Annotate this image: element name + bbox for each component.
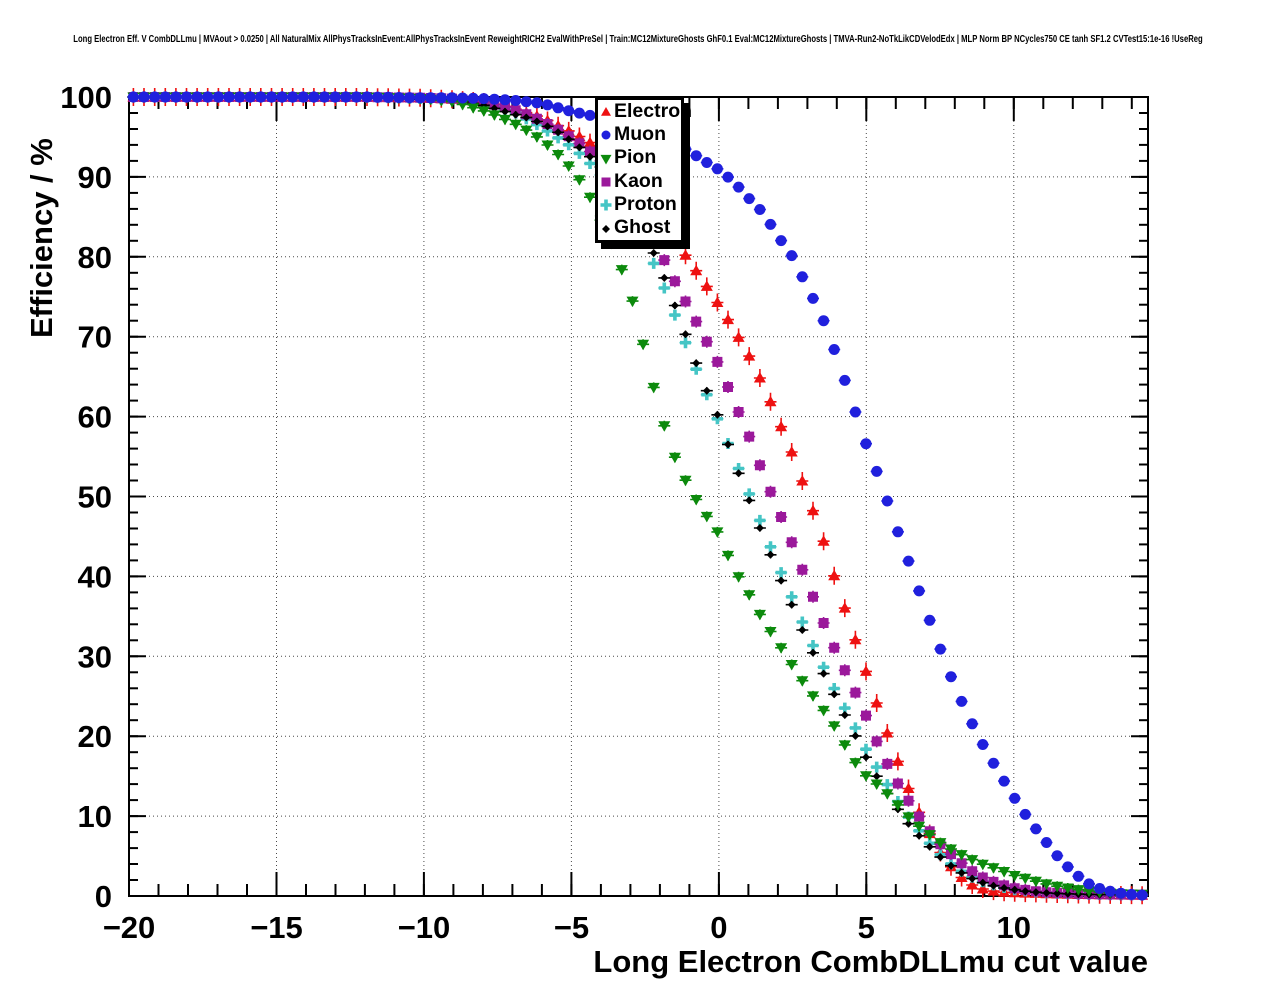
circle-icon [601, 130, 611, 140]
triangle-up-icon [601, 107, 611, 116]
x-tick-label: 10 [997, 910, 1031, 945]
legend-item-pion: Pion [598, 147, 681, 170]
page-title: Long Electron Eff. V CombDLLmu | MVAout … [73, 33, 1203, 45]
y-tick-label: 40 [78, 559, 112, 594]
legend-label: Muon [614, 123, 666, 146]
axis-ticks [128, 96, 1148, 897]
x-axis-title: Long Electron CombDLLmu cut value [593, 944, 1148, 979]
legend-item-kaon: Kaon [598, 170, 681, 193]
x-tick-label: 0 [710, 910, 727, 945]
y-tick-label: 30 [78, 639, 112, 674]
x-tick-label: −15 [250, 910, 303, 945]
y-tick-label: 0 [95, 879, 112, 914]
legend-label: Ghost [614, 216, 671, 239]
legend-item-electron: Electron [598, 100, 692, 123]
legend-item-proton: Proton [598, 193, 681, 216]
y-tick-label: 90 [78, 160, 112, 195]
legend-label: Kaon [614, 169, 663, 192]
x-tick-label: −20 [103, 910, 156, 945]
triangle-down-icon [600, 154, 612, 165]
y-tick-labels: 0 10 20 30 40 50 60 70 80 90 100 [60, 80, 112, 914]
x-tick-label: −10 [398, 910, 451, 945]
y-tick-label: 100 [60, 80, 112, 115]
x-tick-label: −5 [554, 910, 589, 945]
y-tick-label: 60 [78, 400, 112, 435]
series-muon [127, 91, 1149, 901]
diamond-icon [602, 224, 610, 233]
y-tick-label: 50 [78, 480, 112, 515]
x-tick-label: 5 [858, 910, 875, 945]
legend-label: Proton [614, 193, 677, 216]
legend-label: Electron [614, 99, 693, 122]
legend-label: Pion [614, 146, 657, 169]
legend-item-ghost: Ghost [598, 216, 681, 239]
y-tick-label: 70 [78, 320, 112, 355]
square-icon [601, 177, 611, 187]
y-tick-label: 10 [78, 799, 112, 834]
y-tick-label: 20 [78, 719, 112, 754]
y-tick-label: 80 [78, 240, 112, 275]
plus-icon [600, 199, 612, 211]
x-tick-labels: −20 −15 −10 −5 0 5 10 [103, 910, 1031, 945]
legend-item-muon: Muon [598, 123, 681, 146]
legend: Electron Muon Pion Kaon Proton Ghost [595, 97, 692, 243]
